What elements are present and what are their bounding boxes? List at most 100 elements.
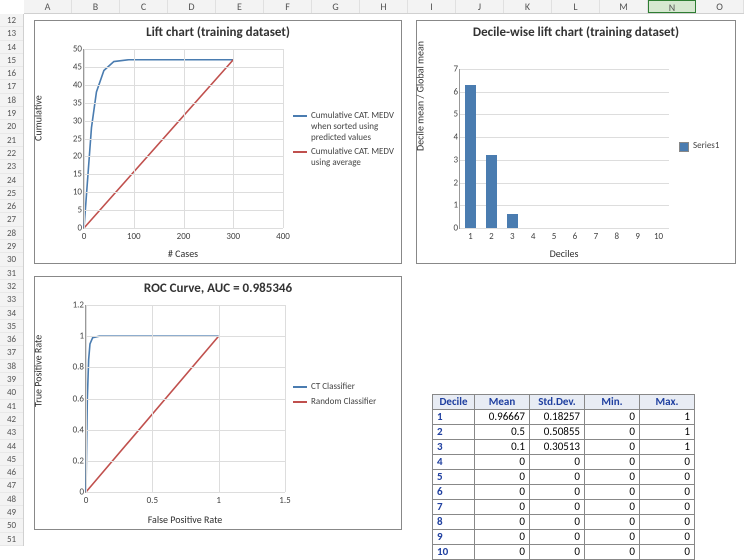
- row-header-12[interactable]: 12: [0, 14, 23, 27]
- table-row: 40000: [433, 455, 695, 470]
- row-header-51[interactable]: 51: [0, 533, 23, 546]
- table-cell: 0: [530, 455, 585, 470]
- table-cell: 0: [475, 455, 530, 470]
- table-cell: 0: [475, 500, 530, 515]
- row-header-47[interactable]: 47: [0, 479, 23, 492]
- row-header-45[interactable]: 45: [0, 453, 23, 466]
- row-header-16[interactable]: 16: [0, 67, 23, 80]
- col-header-N[interactable]: N: [648, 0, 696, 13]
- row-header-23[interactable]: 23: [0, 160, 23, 173]
- roc-plot: 00.20.40.60.811.200.511.5: [85, 305, 285, 493]
- col-header-D[interactable]: D: [168, 0, 216, 13]
- row-header-24[interactable]: 24: [0, 174, 23, 187]
- row-header-46[interactable]: 46: [0, 466, 23, 479]
- table-row: 90000: [433, 530, 695, 545]
- table-row: 50000: [433, 470, 695, 485]
- table-cell: 0: [530, 485, 585, 500]
- col-header-A[interactable]: A: [24, 0, 72, 13]
- row-header-20[interactable]: 20: [0, 120, 23, 133]
- table-cell: 4: [433, 455, 475, 470]
- table-cell: 5: [433, 470, 475, 485]
- decile-chart-title: Decile-wise lift chart (training dataset…: [417, 21, 735, 44]
- table-cell: 0: [475, 545, 530, 560]
- table-cell: 0: [640, 545, 695, 560]
- row-header-22[interactable]: 22: [0, 147, 23, 160]
- table-cell: 1: [640, 440, 695, 455]
- lift-chart-title: Lift chart (training dataset): [35, 21, 401, 42]
- row-header-19[interactable]: 19: [0, 107, 23, 120]
- row-header-50[interactable]: 50: [0, 519, 23, 532]
- row-header-26[interactable]: 26: [0, 200, 23, 213]
- table-cell: 8: [433, 515, 475, 530]
- decile-bar-2: [486, 155, 497, 228]
- row-header-29[interactable]: 29: [0, 240, 23, 253]
- row-header-14[interactable]: 14: [0, 41, 23, 54]
- row-header-42[interactable]: 42: [0, 413, 23, 426]
- col-header-E[interactable]: E: [216, 0, 264, 13]
- row-header-32[interactable]: 32: [0, 280, 23, 293]
- table-header: Max.: [640, 395, 695, 410]
- legend-item: CT Classifier: [293, 382, 398, 393]
- col-header-F[interactable]: F: [264, 0, 312, 13]
- row-header-21[interactable]: 21: [0, 134, 23, 147]
- table-cell: 0: [585, 455, 640, 470]
- col-header-G[interactable]: G: [312, 0, 360, 13]
- table-row: 10.966670.1825701: [433, 410, 695, 425]
- row-header-17[interactable]: 17: [0, 80, 23, 93]
- row-header-43[interactable]: 43: [0, 426, 23, 439]
- col-header-B[interactable]: B: [72, 0, 120, 13]
- table-cell: 0: [530, 500, 585, 515]
- row-header-31[interactable]: 31: [0, 267, 23, 280]
- decile-bar-3: [507, 214, 518, 228]
- decile-plot: 0123456712345678910: [459, 69, 669, 229]
- col-header-O[interactable]: O: [696, 0, 744, 13]
- table-cell: 0: [640, 515, 695, 530]
- table-cell: 0: [530, 545, 585, 560]
- col-header-K[interactable]: K: [504, 0, 552, 13]
- col-header-M[interactable]: M: [600, 0, 648, 13]
- table-cell: 3: [433, 440, 475, 455]
- col-header-L[interactable]: L: [552, 0, 600, 13]
- lift-legend: Cumulative CAT. MEDV when sorted using p…: [293, 111, 398, 173]
- table-cell: 0: [475, 485, 530, 500]
- row-header-44[interactable]: 44: [0, 440, 23, 453]
- col-header-I[interactable]: I: [408, 0, 456, 13]
- lift-xlabel: # Cases: [168, 247, 198, 260]
- decile-chart: Decile-wise lift chart (training dataset…: [416, 20, 736, 264]
- row-header-37[interactable]: 37: [0, 346, 23, 359]
- table-row: 80000: [433, 515, 695, 530]
- row-header-25[interactable]: 25: [0, 187, 23, 200]
- row-header-27[interactable]: 27: [0, 213, 23, 226]
- row-header-35[interactable]: 35: [0, 320, 23, 333]
- row-header-13[interactable]: 13: [0, 27, 23, 40]
- row-header-33[interactable]: 33: [0, 293, 23, 306]
- row-header-18[interactable]: 18: [0, 94, 23, 107]
- table-cell: 0: [585, 485, 640, 500]
- table-cell: 0: [530, 470, 585, 485]
- lift-plot: 051015202530354045500100200300400: [83, 49, 283, 229]
- table-cell: 6: [433, 485, 475, 500]
- row-header-39[interactable]: 39: [0, 373, 23, 386]
- table-cell: 0.50855: [530, 425, 585, 440]
- table-cell: 0.18257: [530, 410, 585, 425]
- decile-bar-1: [465, 85, 476, 228]
- decile-stats-table: DecileMeanStd.Dev.Min.Max.10.966670.1825…: [432, 394, 695, 560]
- row-header-40[interactable]: 40: [0, 386, 23, 399]
- col-header-J[interactable]: J: [456, 0, 504, 13]
- row-header-30[interactable]: 30: [0, 253, 23, 266]
- row-header-36[interactable]: 36: [0, 333, 23, 346]
- col-header-C[interactable]: C: [120, 0, 168, 13]
- table-cell: 1: [640, 410, 695, 425]
- row-header-48[interactable]: 48: [0, 493, 23, 506]
- roc-ylabel: True Positive Rate: [32, 335, 45, 407]
- row-header-28[interactable]: 28: [0, 227, 23, 240]
- row-header-41[interactable]: 41: [0, 400, 23, 413]
- row-header-38[interactable]: 38: [0, 360, 23, 373]
- table-cell: 0: [585, 515, 640, 530]
- table-cell: 2: [433, 425, 475, 440]
- row-header-15[interactable]: 15: [0, 54, 23, 67]
- col-header-H[interactable]: H: [360, 0, 408, 13]
- row-header-34[interactable]: 34: [0, 307, 23, 320]
- row-header-49[interactable]: 49: [0, 506, 23, 519]
- lift-chart: Lift chart (training dataset) Cumulative…: [34, 20, 402, 264]
